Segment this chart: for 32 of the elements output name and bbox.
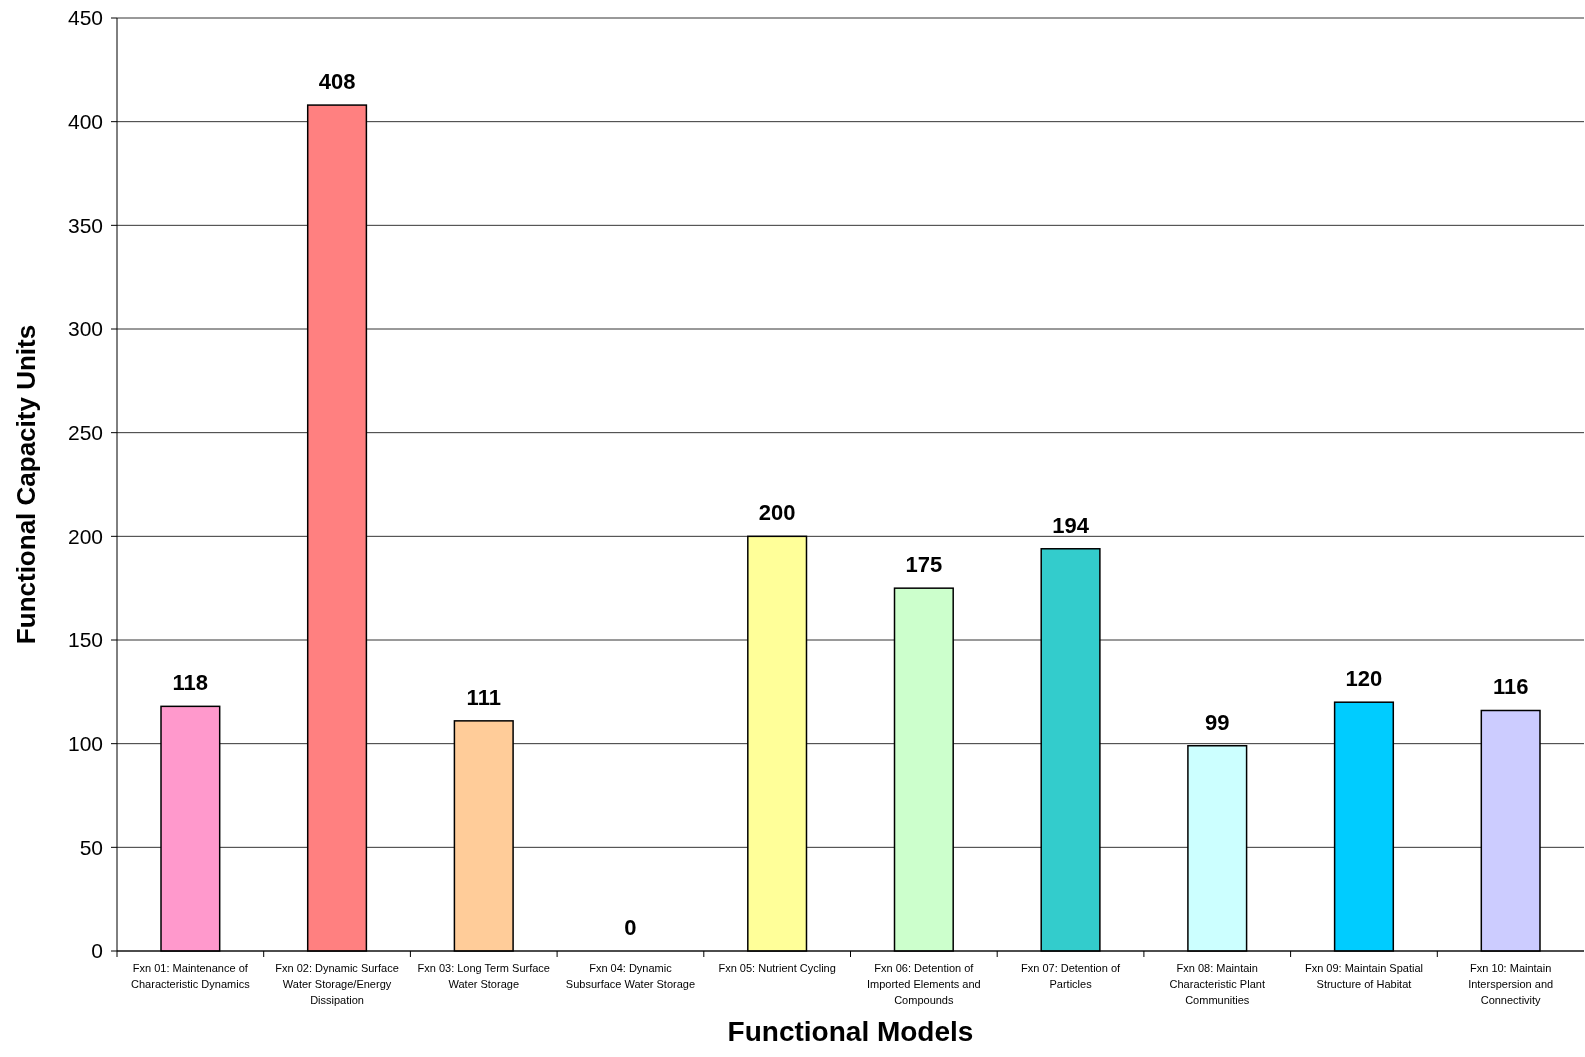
y-tick-label: 0 <box>91 939 103 963</box>
x-tick-label: Fxn 02: Dynamic Surface Water Storage/Energy Dissipation <box>275 962 399 1006</box>
data-label: 118 <box>172 670 209 696</box>
data-label: 111 <box>466 684 501 710</box>
x-tick-label: Fxn 06: Detention of Imported Elements and Compounds <box>866 962 981 1006</box>
data-label: 99 <box>1205 709 1230 735</box>
x-axis-title: Functional Models <box>727 1016 974 1047</box>
y-tick-label: 400 <box>67 110 103 134</box>
data-label: 194 <box>1052 512 1090 538</box>
y-tick-label: 450 <box>67 6 103 30</box>
data-label: 175 <box>905 552 943 578</box>
x-tick-label: Fxn 08: Maintain Characteristic Plant Communities <box>1169 962 1265 1006</box>
y-tick-label: 350 <box>67 213 103 237</box>
y-tick-label: 100 <box>67 732 103 756</box>
x-tick-label: Fxn 05: Nutrient Cycling <box>718 962 836 974</box>
y-tick-label: 50 <box>79 835 103 859</box>
x-tick-label: Fxn 03: Long Term Surface Water Storage <box>417 962 550 990</box>
x-tick-label: Fxn 09: Maintain Spatial Structure of Habitat <box>1304 962 1423 990</box>
x-tick-label: Fxn 01: Maintenance of Characteristic Dynamics <box>131 962 251 990</box>
data-label: 116 <box>1492 674 1529 700</box>
y-tick-label: 300 <box>67 317 103 341</box>
x-tick-label: Fxn 07: Detention of Particles <box>1021 962 1122 990</box>
data-label: 120 <box>1345 666 1383 692</box>
x-tick-label: Fxn 10: Maintain Interspersion and Connectivity <box>1468 962 1554 1006</box>
y-tick-label: 150 <box>67 628 103 652</box>
data-label: 0 <box>624 915 637 940</box>
y-tick-label: 200 <box>67 524 103 548</box>
y-tick-label: 250 <box>67 421 103 445</box>
y-axis-title: Functional Capacity Units <box>11 324 41 645</box>
data-label: 200 <box>758 500 796 526</box>
data-label: 408 <box>318 69 356 95</box>
x-tick-label: Fxn 04: Dynamic Subsurface Water Storage <box>565 962 696 990</box>
